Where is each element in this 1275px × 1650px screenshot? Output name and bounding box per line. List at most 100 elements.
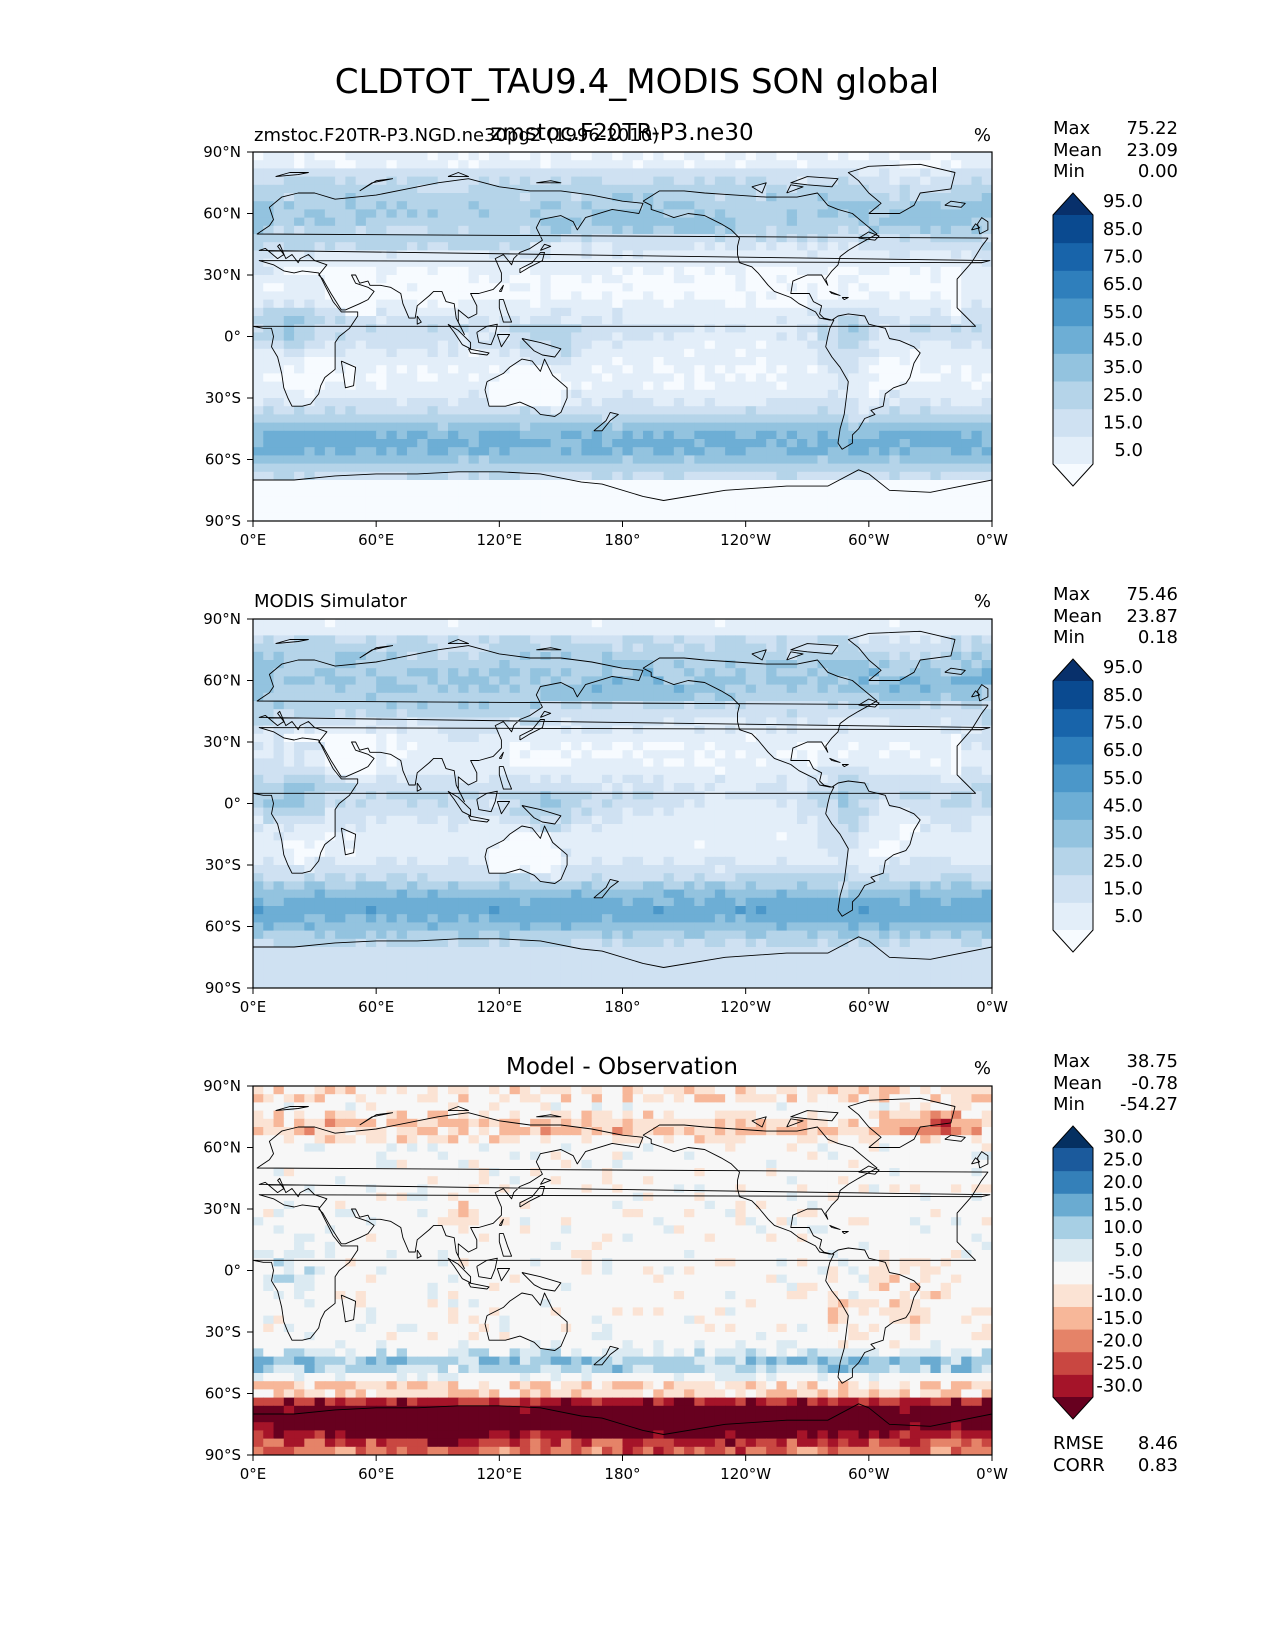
field-cell	[909, 307, 921, 317]
field-cell	[458, 766, 470, 776]
field-cell	[971, 373, 983, 383]
field-cell	[735, 324, 747, 333]
field-cell	[889, 717, 901, 727]
field-cell	[643, 176, 654, 186]
field-cell	[796, 168, 808, 178]
field-cell	[745, 701, 757, 710]
field-cell	[694, 701, 706, 710]
field-cell	[622, 184, 634, 194]
field-cell	[940, 414, 952, 424]
field-cell	[273, 299, 285, 309]
field-cell	[838, 234, 849, 243]
field-cell	[796, 627, 808, 636]
field-cell	[714, 439, 726, 448]
field-cell	[273, 750, 285, 759]
field-cell	[909, 168, 921, 178]
field-cell	[519, 389, 531, 399]
field-cell	[427, 488, 439, 497]
field-cell	[673, 250, 685, 260]
field-cell	[509, 217, 521, 227]
field-cell	[807, 373, 819, 383]
field-cell	[519, 643, 531, 653]
field-cell	[807, 717, 819, 727]
field-cell	[550, 234, 562, 243]
field-cell	[365, 242, 377, 251]
field-cell	[335, 160, 346, 169]
field-cell	[283, 201, 295, 210]
field-cell	[725, 414, 736, 424]
field-cell	[622, 258, 634, 268]
field-cell	[889, 176, 901, 186]
field-cell	[304, 668, 316, 677]
field-cell	[437, 455, 449, 465]
field-cell	[755, 651, 767, 661]
colorbar-level-label: 75.0	[1103, 247, 1143, 268]
field-cell	[406, 217, 418, 227]
field-cell	[355, 209, 367, 219]
field-cell	[817, 209, 829, 219]
field-cell	[273, 209, 285, 219]
field-cell	[335, 627, 346, 636]
field-cell	[509, 692, 521, 702]
stat-mean-label: Mean	[1053, 140, 1102, 161]
field-cell	[879, 217, 890, 227]
field-cell	[858, 488, 870, 497]
field-cell	[694, 725, 706, 735]
field-cell	[776, 357, 788, 366]
field-cell	[899, 791, 911, 800]
field-cell	[417, 774, 429, 784]
field-cell	[571, 439, 583, 448]
field-cell	[714, 660, 726, 669]
field-cell	[304, 504, 316, 514]
field-cell	[396, 488, 408, 497]
field-cell	[560, 168, 572, 178]
field-cell	[868, 766, 880, 776]
field-cell	[355, 406, 367, 415]
field-cell	[386, 406, 398, 415]
field-cell	[294, 684, 305, 694]
field-cell	[273, 660, 285, 669]
field-cell	[509, 430, 521, 440]
field-cell	[294, 184, 305, 194]
field-cell	[355, 439, 367, 448]
field-cell	[786, 512, 798, 521]
field-cell	[519, 217, 531, 227]
field-cell	[930, 651, 942, 661]
field-cell	[755, 398, 767, 407]
field-cell	[560, 684, 572, 694]
field-cell	[622, 357, 634, 366]
field-cell	[612, 774, 624, 784]
field-cell	[827, 676, 839, 686]
field-cell	[448, 692, 459, 702]
field-cell	[838, 504, 849, 514]
field-cell	[519, 496, 531, 506]
field-cell	[489, 668, 500, 677]
field-cell	[889, 160, 901, 169]
field-cell	[735, 398, 747, 407]
field-cell	[930, 193, 942, 202]
field-cell	[838, 283, 849, 292]
field-cell	[694, 692, 706, 702]
field-cell	[304, 455, 316, 465]
field-cell	[253, 643, 264, 653]
field-cell	[601, 701, 613, 710]
field-cell	[755, 225, 767, 235]
field-cell	[755, 258, 767, 268]
field-cell	[663, 463, 675, 473]
field-cell	[581, 471, 593, 481]
field-cell	[355, 357, 367, 366]
field-cell	[622, 160, 634, 169]
field-cell	[889, 422, 901, 432]
field-cell	[868, 692, 880, 702]
field-cell	[355, 774, 367, 784]
y-tick-label: 90°N	[203, 143, 241, 161]
field-cell	[632, 324, 644, 333]
field-cell	[622, 316, 634, 325]
field-cell	[653, 480, 665, 489]
field-cell	[530, 643, 541, 653]
field-cell	[591, 406, 603, 415]
field-cell	[950, 791, 962, 800]
field-cell	[776, 373, 788, 383]
field-cell	[684, 783, 695, 792]
field-cell	[283, 783, 295, 792]
